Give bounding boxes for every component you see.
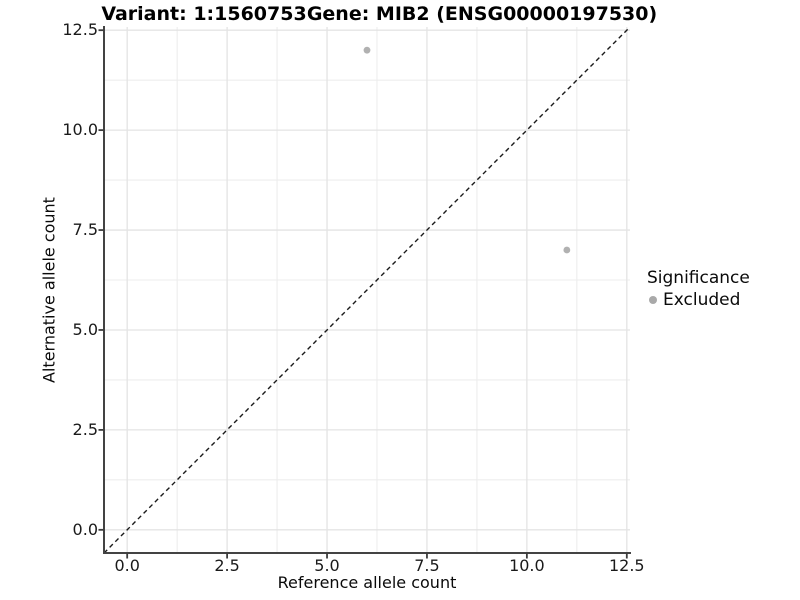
legend-point-icon bbox=[649, 296, 657, 304]
legend-item-excluded: Excluded bbox=[647, 290, 750, 310]
data-point bbox=[363, 46, 371, 54]
y-tick-label: 12.5 bbox=[62, 20, 98, 40]
legend: Significance Excluded bbox=[647, 268, 750, 310]
data-point bbox=[563, 246, 571, 254]
x-tick-label: 7.5 bbox=[414, 556, 440, 575]
plot-title-variant: Variant: 1:1560753 bbox=[101, 3, 307, 25]
legend-item-label: Excluded bbox=[663, 290, 741, 310]
legend-title: Significance bbox=[647, 268, 750, 288]
x-tick-label: 5.0 bbox=[314, 556, 340, 575]
y-axis-title: Alternative allele count bbox=[39, 197, 59, 383]
y-tick-label: 5.0 bbox=[72, 319, 98, 339]
x-tick-label: 12.5 bbox=[608, 556, 645, 575]
y-tick-label: 2.5 bbox=[72, 419, 98, 439]
plot-title-gene: Gene: MIB2 (ENSG00000197530) bbox=[306, 3, 658, 25]
y-tick-label: 10.0 bbox=[62, 120, 98, 140]
y-tick-label: 7.5 bbox=[72, 220, 98, 240]
x-tick-label: 2.5 bbox=[214, 556, 240, 575]
x-axis-title: Reference allele count bbox=[277, 573, 457, 592]
x-tick-label: 10.0 bbox=[509, 556, 545, 575]
identity-dashed-line bbox=[103, 26, 631, 554]
x-tick-label: 0.0 bbox=[114, 556, 140, 575]
y-tick-label: 0.0 bbox=[72, 519, 98, 539]
